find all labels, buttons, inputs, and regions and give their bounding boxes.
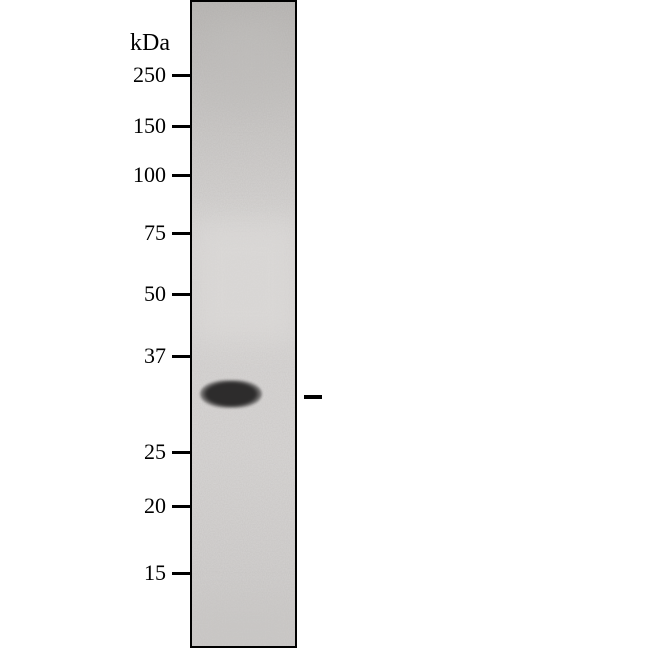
mw-tick-100	[172, 174, 190, 177]
band-indicator-tick	[304, 395, 322, 399]
mw-label-15: 15	[144, 560, 166, 586]
mw-label-25: 25	[144, 439, 166, 465]
mw-tick-15	[172, 572, 190, 575]
lane-smudge-2	[192, 602, 297, 648]
axis-unit-label: kDa	[130, 30, 170, 57]
mw-tick-25	[172, 451, 190, 454]
mw-tick-75	[172, 232, 190, 235]
mw-tick-37	[172, 355, 190, 358]
mw-tick-250	[172, 74, 190, 77]
mw-label-50: 50	[144, 281, 166, 307]
lane-smudge-0	[212, 22, 282, 102]
mw-tick-50	[172, 293, 190, 296]
mw-label-75: 75	[144, 220, 166, 246]
mw-tick-150	[172, 125, 190, 128]
mw-label-20: 20	[144, 493, 166, 519]
mw-tick-20	[172, 505, 190, 508]
figure-stage: kDa 250 150 100 75 50 37 25 20 15	[0, 0, 650, 650]
mw-label-100: 100	[133, 162, 166, 188]
mw-label-250: 250	[133, 62, 166, 88]
mw-label-37: 37	[144, 343, 166, 369]
protein-band	[200, 380, 262, 408]
mw-label-150: 150	[133, 113, 166, 139]
lane-smudge-1	[192, 222, 297, 342]
blot-lane	[190, 0, 297, 648]
